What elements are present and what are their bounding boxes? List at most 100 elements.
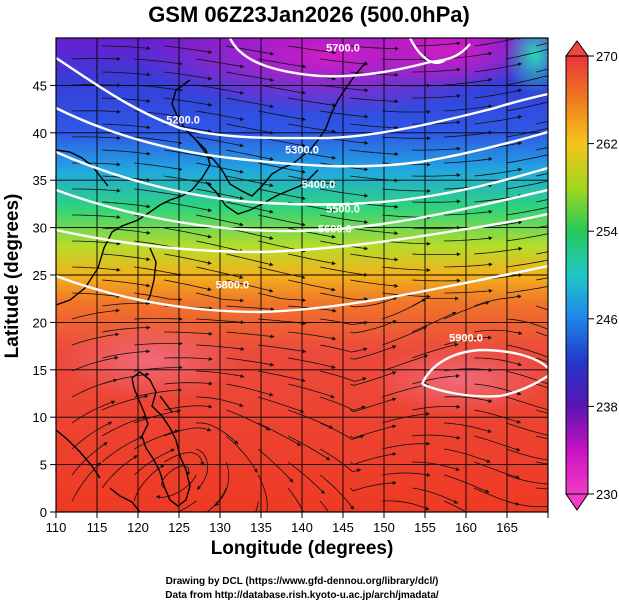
- streamline: [474, 115, 523, 125]
- streamline: [474, 461, 521, 479]
- streamline: [102, 349, 151, 359]
- streamline: [412, 278, 461, 283]
- y-tick-label: 20: [33, 315, 47, 330]
- streamline: [320, 110, 369, 119]
- streamline: [196, 240, 244, 253]
- streamline: [382, 412, 430, 424]
- streamline: [288, 279, 336, 292]
- x-axis-label: Longitude (degrees): [211, 538, 394, 559]
- streamline: [320, 266, 369, 277]
- streamline: [536, 146, 548, 151]
- streamline: [444, 335, 493, 346]
- streamline: [72, 292, 121, 299]
- streamline: [72, 378, 118, 398]
- streamline: [258, 318, 307, 326]
- streamline: [134, 162, 183, 171]
- streamline: [226, 279, 274, 293]
- streamline: [506, 180, 548, 190]
- streamline: [506, 344, 548, 358]
- streamline: [164, 175, 213, 186]
- streamline: [101, 415, 147, 437]
- streamline: [134, 388, 183, 398]
- streamline: [164, 381, 213, 386]
- streamline: [320, 318, 369, 325]
- streamline: [134, 341, 183, 346]
- streamline: [258, 214, 306, 227]
- streamline: [506, 500, 548, 508]
- contour-label: 5500.0: [326, 203, 360, 215]
- streamline: [206, 487, 227, 512]
- streamline: [412, 199, 461, 204]
- streamline: [258, 344, 307, 354]
- coastline: [56, 61, 367, 512]
- streamline: [444, 236, 493, 242]
- streamline: [71, 442, 108, 476]
- streamline: [226, 357, 275, 367]
- streamline: [506, 259, 548, 268]
- streamline: [474, 246, 523, 255]
- y-axis-ticks: 0 5 10 15 20 25 30 35 40 45: [33, 78, 56, 520]
- streamline: [320, 396, 366, 411]
- streamline: [506, 474, 548, 485]
- colorbar-tick-label: 246: [596, 312, 618, 327]
- streamline: [382, 57, 431, 62]
- streamline: [506, 448, 548, 461]
- contour-label: 5800.0: [215, 279, 249, 291]
- streamline: [164, 45, 213, 54]
- streamline: [164, 97, 213, 107]
- streamline: [258, 84, 307, 95]
- streamline: [71, 421, 113, 450]
- streamline: [474, 329, 523, 335]
- streamline: [101, 436, 144, 463]
- streamline: [536, 383, 548, 389]
- streamline: [382, 500, 430, 511]
- streamline: [506, 396, 548, 411]
- x-tick-label: 155: [414, 520, 436, 535]
- streamline: [444, 367, 493, 372]
- streamline: [255, 500, 259, 512]
- streamline: [536, 120, 548, 125]
- streamline: [444, 301, 490, 320]
- streamline: [196, 344, 245, 351]
- x-tick-label: 145: [332, 520, 354, 535]
- warm-patch-east: [370, 345, 548, 415]
- y-tick-label: 40: [33, 126, 47, 141]
- streamline: [412, 225, 461, 230]
- streamline: [258, 396, 305, 413]
- streamline: [134, 365, 183, 372]
- streamline: [474, 38, 522, 47]
- streamline: [412, 311, 457, 333]
- streamline: [444, 130, 493, 138]
- x-tick-label: 115: [87, 520, 108, 535]
- streamline: [102, 149, 151, 156]
- streamline: [226, 71, 275, 82]
- streamline: [164, 356, 213, 361]
- streamline: [350, 123, 399, 130]
- streamline: [536, 225, 548, 229]
- colorbar-tick-label: 262: [596, 137, 618, 152]
- streamline: [474, 357, 523, 367]
- streamline: [288, 435, 331, 461]
- streamline: [72, 355, 119, 372]
- streamline: [382, 266, 431, 273]
- contour-label: 5200.0: [166, 114, 200, 126]
- streamline: [134, 136, 183, 145]
- streamline: [226, 175, 274, 188]
- streamline: [226, 97, 274, 109]
- streamline: [164, 71, 213, 81]
- streamline: [288, 175, 337, 186]
- streamline: [102, 97, 151, 103]
- streamline: [444, 396, 493, 403]
- streamline: [412, 434, 461, 440]
- streamline: [349, 480, 397, 492]
- contour-label: 5600.0: [318, 223, 352, 235]
- warm-patch: [60, 320, 240, 400]
- streamline: [536, 331, 548, 337]
- streamline: [412, 487, 459, 504]
- colorbar-bottom-triangle: [565, 493, 589, 511]
- streamline: [196, 188, 244, 201]
- streamline: [288, 357, 336, 369]
- streamline: [226, 123, 274, 135]
- streamline: [196, 58, 245, 69]
- streamline: [444, 448, 491, 463]
